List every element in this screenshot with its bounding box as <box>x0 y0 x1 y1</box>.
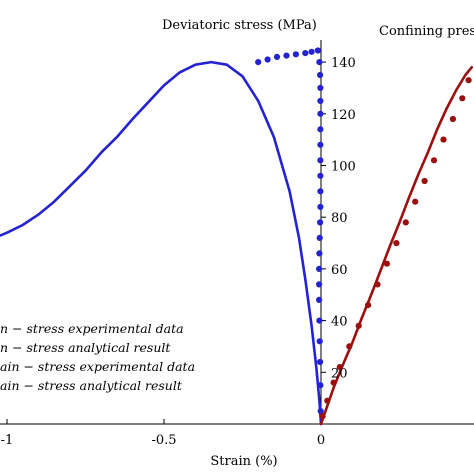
data-point <box>316 296 323 303</box>
data-point <box>430 157 438 164</box>
y-tick-label: 60 <box>331 263 348 278</box>
data-point <box>383 260 390 267</box>
data-point <box>316 234 323 241</box>
y-tick-label: 140 <box>331 56 356 71</box>
data-point <box>365 302 372 309</box>
x-axis-title: Strain (%) <box>210 454 277 469</box>
data-point <box>459 95 466 102</box>
data-point <box>317 141 324 148</box>
data-point <box>465 77 472 84</box>
legend-entry-3: ain − stress experimental data <box>0 359 195 374</box>
legend: n − stress experimental data n − stress … <box>0 321 195 393</box>
y-tick-label: 100 <box>331 160 356 175</box>
data-point <box>316 250 323 257</box>
data-point <box>317 188 324 195</box>
data-point <box>330 379 337 386</box>
legend-entry-2: n − stress analytical result <box>0 340 171 355</box>
data-point <box>314 47 321 54</box>
data-point <box>393 240 400 247</box>
data-point <box>317 219 324 226</box>
data-point <box>317 382 324 389</box>
data-point <box>317 84 324 91</box>
legend-entry-1: n − stress experimental data <box>0 321 184 336</box>
data-point <box>317 203 324 210</box>
data-point <box>412 198 419 205</box>
x-tick-label: -0.5 <box>151 433 176 448</box>
data-point <box>317 172 324 179</box>
y-tick-label: 80 <box>331 211 348 226</box>
data-point <box>346 343 353 350</box>
data-point <box>273 53 281 61</box>
data-point <box>302 50 309 57</box>
data-point <box>264 56 271 63</box>
y-axis-title: Deviatoric stress (MPa) <box>162 18 317 33</box>
data-point <box>308 48 315 55</box>
data-point <box>449 115 456 123</box>
data-point <box>292 51 299 58</box>
tick-labels: -1-0.50020406080100120140 <box>1 56 474 448</box>
data-point <box>317 157 324 164</box>
data-point <box>317 358 324 366</box>
data-point <box>317 110 324 117</box>
data-point <box>336 364 343 371</box>
secondary-axis-title: Confining pres <box>379 24 474 39</box>
data-point <box>316 265 323 272</box>
data-point <box>324 397 331 404</box>
data-point <box>316 281 323 288</box>
data-point <box>374 281 381 288</box>
data-point <box>319 413 326 420</box>
data-point <box>316 59 323 66</box>
data-point <box>421 177 428 185</box>
data-point <box>317 71 324 79</box>
data-point <box>317 97 324 104</box>
data-layer <box>0 47 474 426</box>
x-tick-label: 0 <box>317 433 325 448</box>
data-point <box>402 219 409 226</box>
data-point <box>440 136 447 143</box>
y-tick-label: 120 <box>331 108 356 123</box>
data-point <box>316 317 323 324</box>
data-point <box>317 126 324 133</box>
legend-entry-4: ain − stress analytical result <box>0 378 183 393</box>
data-point <box>355 322 362 329</box>
y-tick-label: 40 <box>331 315 348 330</box>
data-point <box>283 52 290 59</box>
data-point <box>317 408 324 415</box>
data-point <box>316 338 323 345</box>
y-tick-label: 20 <box>331 366 348 381</box>
data-point <box>255 59 262 66</box>
x-tick-label: -1 <box>1 433 14 448</box>
series-line-1 <box>0 60 323 426</box>
